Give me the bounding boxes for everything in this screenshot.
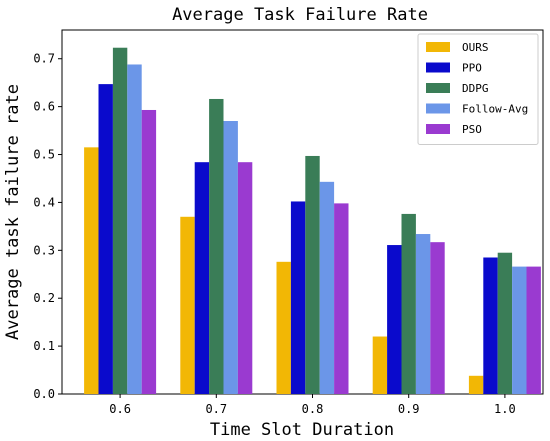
bar-ours-0-9 bbox=[372, 336, 388, 394]
legend-swatch bbox=[426, 83, 450, 93]
y-tick-label: 0.1 bbox=[33, 339, 55, 353]
bar-pso-0-9 bbox=[430, 242, 445, 394]
x-axis-label: Time Slot Duration bbox=[210, 420, 394, 440]
bar-pso-0-8 bbox=[334, 203, 349, 394]
y-tick-label: 0.5 bbox=[33, 148, 55, 162]
legend-label: Follow-Avg bbox=[462, 103, 528, 116]
x-tick-label: 0.9 bbox=[398, 402, 420, 416]
legend-box bbox=[417, 33, 539, 145]
y-tick-label: 0.3 bbox=[33, 243, 55, 257]
bar-ddpg-0-6 bbox=[112, 47, 128, 394]
legend-swatch bbox=[426, 103, 450, 114]
bar-ppo-0-9 bbox=[387, 245, 402, 394]
bar-ours-0-8 bbox=[276, 261, 291, 394]
bar-follow-avg-0-8 bbox=[319, 181, 335, 394]
bar-ppo-1-0 bbox=[483, 257, 498, 394]
bar-ppo-0-7 bbox=[194, 162, 210, 394]
bar-follow-avg-0-6 bbox=[127, 64, 142, 394]
bar-follow-avg-1-0 bbox=[512, 266, 527, 394]
bar-ours-0-7 bbox=[180, 216, 195, 394]
legend-label: PPO bbox=[462, 62, 482, 75]
chart-title: Average Task Failure Rate bbox=[172, 5, 428, 25]
bar-ddpg-1-0 bbox=[497, 252, 513, 394]
bar-follow-avg-0-7 bbox=[223, 121, 238, 394]
bar-pso-0-7 bbox=[237, 162, 253, 394]
legend: OURS PPO DDPG Follow-Avg PSO bbox=[417, 33, 539, 145]
y-tick-label: 0.6 bbox=[33, 100, 55, 114]
legend-swatch bbox=[426, 62, 450, 73]
y-axis: 0.0 0.1 0.2 0.3 0.4 0.5 0.6 0.7 bbox=[33, 52, 62, 401]
x-axis: 0.6 0.7 0.8 0.9 1.0 bbox=[109, 394, 516, 416]
bar-ppo-0-8 bbox=[290, 201, 306, 394]
y-tick-label: 0.2 bbox=[33, 291, 55, 305]
bar-ddpg-0-8 bbox=[305, 155, 320, 394]
bar-ddpg-0-7 bbox=[209, 98, 224, 394]
bars-group bbox=[84, 47, 541, 395]
bar-follow-avg-0-9 bbox=[415, 234, 431, 394]
bar-pso-0-6 bbox=[141, 109, 157, 394]
legend-label: PSO bbox=[462, 123, 482, 136]
bar-ppo-0-6 bbox=[98, 84, 113, 395]
x-tick-label: 0.6 bbox=[109, 402, 131, 416]
y-axis-label: Average task failure rate bbox=[3, 84, 23, 340]
x-tick-label: 1.0 bbox=[494, 402, 516, 416]
legend-label: DDPG bbox=[462, 82, 489, 95]
y-tick-label: 0.0 bbox=[33, 387, 55, 401]
bar-ours-1-0 bbox=[468, 375, 484, 394]
bar-ours-0-6 bbox=[84, 147, 99, 394]
x-tick-label: 0.7 bbox=[205, 402, 227, 416]
y-tick-label: 0.7 bbox=[33, 52, 55, 66]
legend-label: OURS bbox=[462, 41, 489, 54]
legend-swatch bbox=[426, 42, 450, 52]
x-tick-label: 0.8 bbox=[302, 402, 324, 416]
y-tick-label: 0.4 bbox=[33, 195, 55, 209]
bar-ddpg-0-9 bbox=[401, 213, 416, 394]
legend-swatch bbox=[426, 124, 450, 134]
bar-pso-1-0 bbox=[526, 266, 541, 394]
